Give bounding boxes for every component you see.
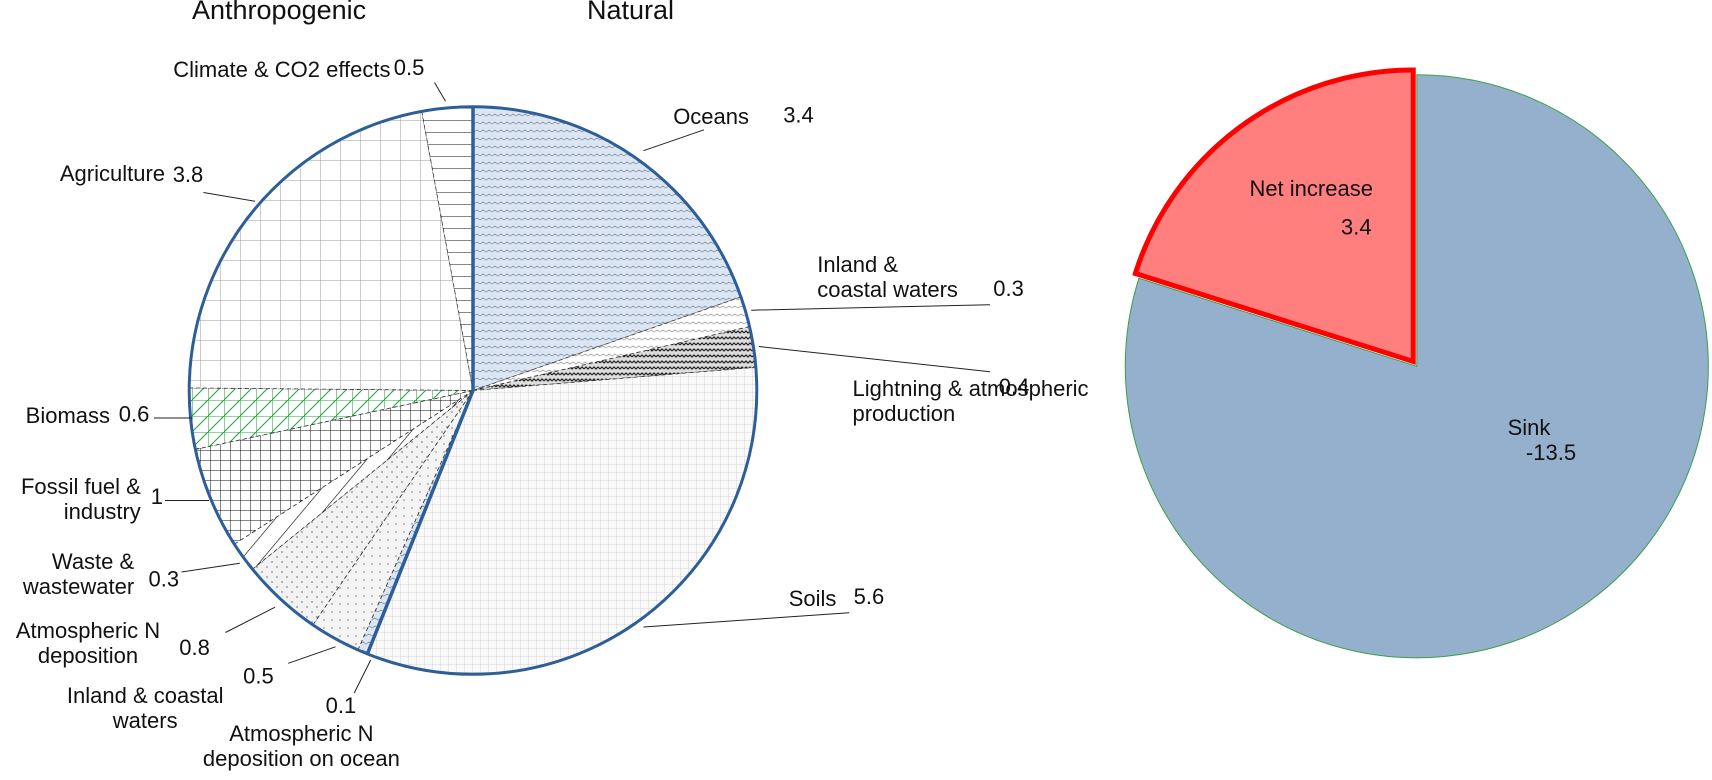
leader-line: [643, 129, 705, 152]
group-divider: [365, 389, 475, 655]
value-label: 3.4: [1341, 215, 1372, 240]
slice-label: Climate & CO2 effects: [173, 56, 391, 82]
value-label: 0.1: [326, 693, 357, 718]
value-label: 5.6: [854, 584, 885, 609]
value-label: 0.4: [999, 374, 1030, 399]
value-label: 3.8: [173, 162, 204, 187]
group-heading: Anthropogenic: [192, 0, 367, 25]
leader-line: [353, 659, 372, 694]
leader-line: [181, 562, 240, 573]
slice-label: Agriculture: [59, 161, 165, 187]
slice-label: Atmospheric N deposition on ocean: [202, 721, 400, 772]
leader-line: [203, 192, 256, 202]
value-label: 0.6: [119, 402, 150, 427]
value-label: -13.5: [1526, 440, 1576, 465]
slice-label: Lightning & atmospheric production: [852, 375, 1089, 426]
value-label: 3.4: [783, 102, 814, 127]
leader-line: [225, 606, 276, 633]
leader-line: [434, 82, 446, 102]
slice-label: Net increase: [1249, 176, 1373, 201]
group-heading: Natural: [587, 0, 675, 25]
value-label: 0.3: [149, 567, 180, 592]
value-label: 0.8: [179, 635, 210, 660]
pie-slice: [1132, 67, 1416, 365]
value-label: 0.5: [243, 663, 274, 688]
slice-label: Atmospheric N deposition: [15, 617, 161, 668]
slice-label: Fossil fuel & industry: [20, 473, 141, 524]
value-label: 0.3: [993, 276, 1024, 301]
leader-line: [643, 612, 850, 628]
slice-label: Inland & coastal waters: [817, 251, 958, 302]
pie-slice: [1124, 74, 1709, 659]
slice-label: Inland & coastal waters: [66, 682, 224, 733]
leader-line: [758, 346, 991, 373]
slice-label: Waste & wastewater: [22, 548, 135, 599]
slice-label: Sink: [1508, 415, 1552, 440]
value-label: 0.5: [394, 55, 425, 80]
value-label: 1: [151, 484, 163, 509]
slice-label: Oceans: [673, 104, 750, 130]
pie-slice: [366, 366, 758, 675]
leader-line: [751, 304, 991, 311]
leader-line: [288, 646, 336, 664]
slice-label: Soils: [788, 585, 837, 611]
slice-label: Biomass: [25, 403, 110, 429]
